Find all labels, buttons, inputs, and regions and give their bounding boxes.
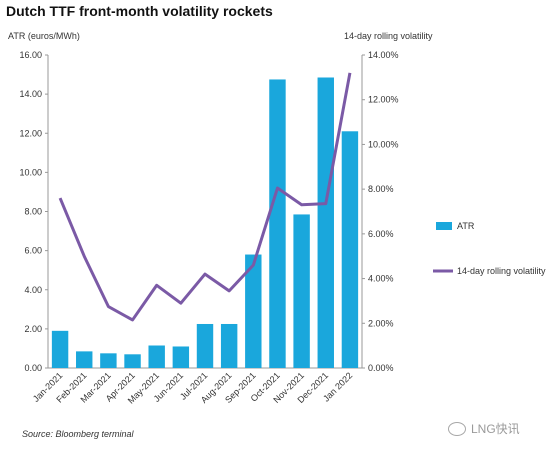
wechat-icon bbox=[448, 421, 466, 436]
right-tick-label: 6.00% bbox=[368, 229, 394, 239]
left-axis-label: ATR (euros/MWh) bbox=[8, 31, 80, 41]
left-tick-label: 4.00 bbox=[24, 285, 42, 295]
legend-label-atr: ATR bbox=[457, 221, 475, 231]
right-tick-label: 2.00% bbox=[368, 318, 394, 328]
left-tick-label: 10.00 bbox=[19, 167, 42, 177]
bar-atr bbox=[51, 330, 69, 368]
right-tick-label: 0.00% bbox=[368, 363, 394, 373]
source-note: Source: Bloomberg terminal bbox=[22, 429, 134, 439]
left-tick-label: 8.00 bbox=[24, 207, 42, 217]
right-tick-label: 14.00% bbox=[368, 50, 399, 60]
bar-atr bbox=[245, 254, 262, 368]
left-tick-label: 6.00 bbox=[24, 246, 42, 256]
right-tick-label: 8.00% bbox=[368, 184, 394, 194]
legend-swatch-atr bbox=[436, 222, 452, 230]
right-axis-label: 14-day rolling volatility bbox=[344, 31, 433, 41]
bar-atr bbox=[220, 323, 238, 368]
bar-atr bbox=[293, 214, 310, 368]
bar-atr bbox=[148, 345, 165, 368]
watermark-text: LNG快讯 bbox=[471, 422, 520, 436]
bar-atr bbox=[341, 131, 359, 368]
left-tick-label: 14.00 bbox=[19, 89, 42, 99]
legend-label-volatility: 14-day rolling volatility bbox=[457, 266, 546, 276]
bar-atr bbox=[269, 79, 286, 368]
chart-title: Dutch TTF front-month volatility rockets bbox=[6, 3, 273, 19]
bar-atr bbox=[196, 323, 214, 368]
left-tick-label: 12.00 bbox=[19, 128, 42, 138]
bar-atr bbox=[76, 351, 93, 368]
left-tick-label: 16.00 bbox=[19, 50, 42, 60]
right-tick-label: 10.00% bbox=[368, 139, 399, 149]
bar-atr bbox=[317, 77, 334, 368]
left-tick-label: 0.00 bbox=[24, 363, 42, 373]
right-tick-label: 4.00% bbox=[368, 274, 394, 284]
left-tick-label: 2.00 bbox=[24, 324, 42, 334]
bar-atr bbox=[172, 346, 190, 368]
bar-atr bbox=[100, 353, 117, 368]
watermark: LNG快讯 bbox=[448, 420, 520, 437]
bar-atr bbox=[124, 354, 141, 368]
right-tick-label: 12.00% bbox=[368, 95, 399, 105]
